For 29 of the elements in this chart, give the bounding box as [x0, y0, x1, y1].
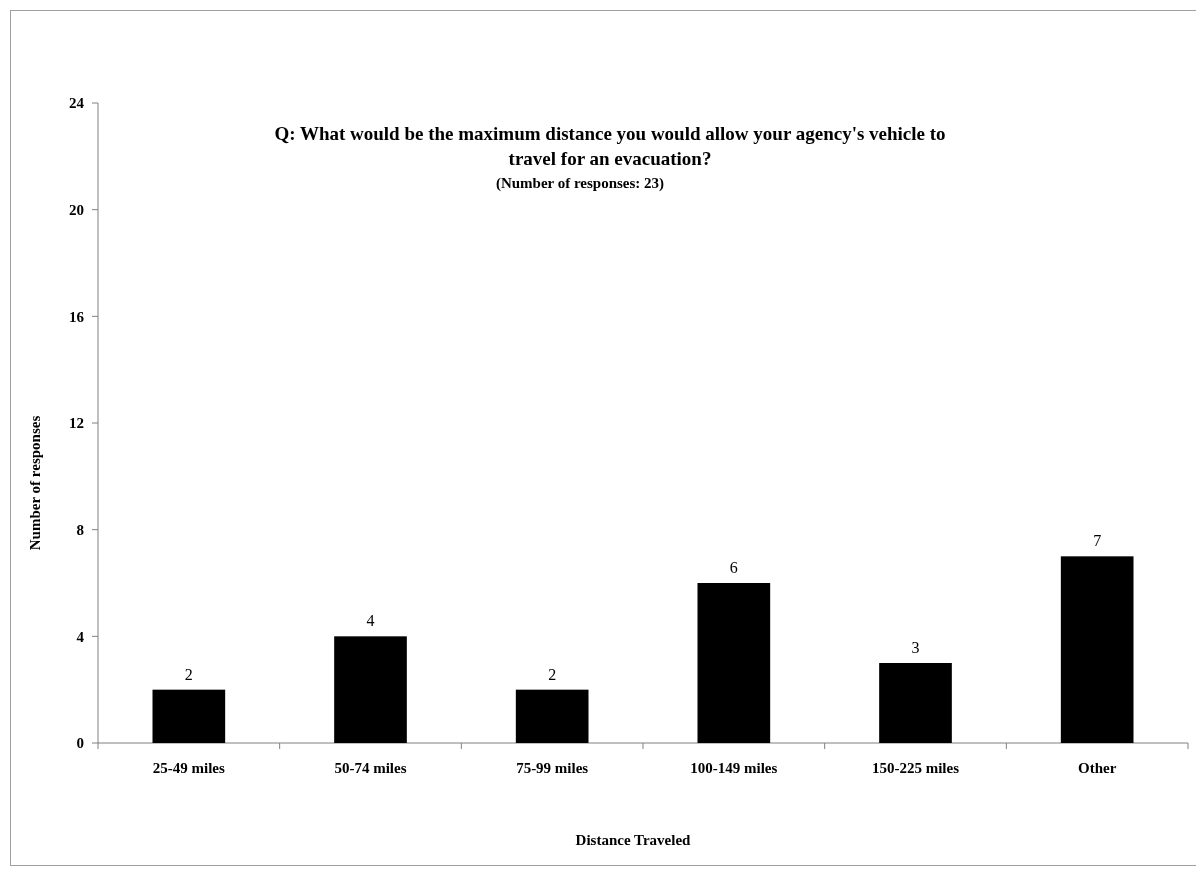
y-axis-title: Number of responses	[27, 415, 43, 551]
y-tick-label: 0	[76, 735, 84, 752]
data-label: 4	[366, 612, 375, 630]
text: Q: What would be the maximum distance you would allow your agency's vehicle to travel for an evacuation?	[274, 123, 946, 169]
data-label: 2	[184, 665, 193, 683]
x-axis-title: Distance Traveled	[575, 832, 692, 848]
y-tick-label: 4	[76, 628, 85, 645]
bar	[879, 663, 952, 743]
bar	[515, 689, 589, 743]
x-tick-label: 100-149 miles	[690, 760, 778, 776]
y-tick-label: 20	[69, 201, 84, 218]
y-tick-label: 12	[69, 415, 84, 432]
bar	[334, 636, 407, 743]
y-tick-label: 24	[69, 95, 85, 112]
data-label: 2	[548, 665, 557, 683]
x-tick-label: Other	[1078, 760, 1117, 776]
y-tick-label: 8	[76, 521, 84, 538]
x-tick-label: 25-49 miles	[152, 760, 226, 776]
bar	[152, 689, 226, 743]
x-tick-label: 150-225 miles	[871, 760, 960, 776]
x-tick-label: 50-74 miles	[334, 760, 407, 776]
x-tick-label: 75-99 miles	[516, 760, 589, 776]
data-label: 3	[911, 639, 920, 656]
data-label: 7	[1093, 532, 1102, 550]
bar	[1060, 556, 1134, 743]
y-tick-label: 16	[69, 308, 85, 325]
text: (Number of responses: 23)	[495, 175, 665, 192]
data-label: 6	[729, 559, 738, 576]
bar	[697, 583, 771, 743]
